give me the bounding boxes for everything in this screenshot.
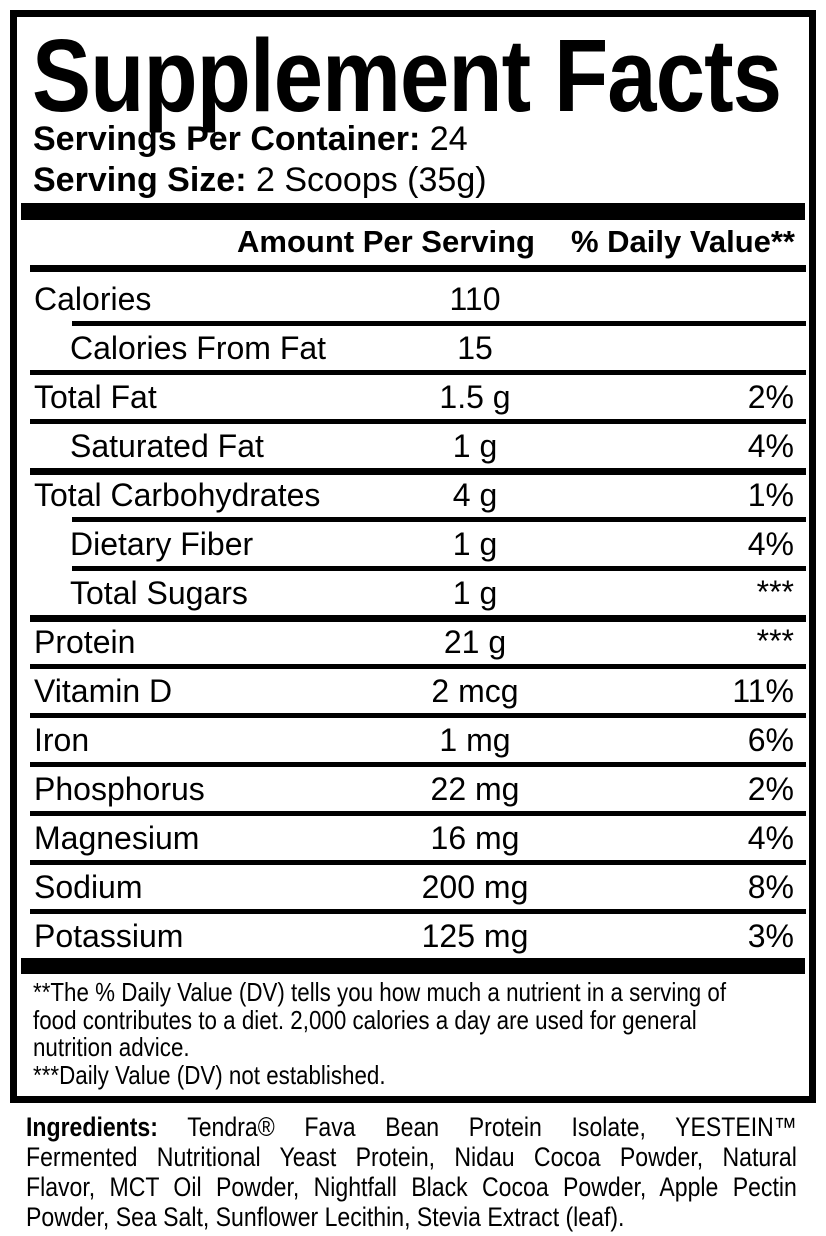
nutrient-name: Calories From Fat <box>70 329 327 366</box>
nutrient-row: Saturated Fat 1 g 4% <box>30 419 806 468</box>
nutrient-dv: *** <box>756 623 794 659</box>
serving-size-label: Serving Size: <box>33 161 247 199</box>
nutrient-amount: 1 mg <box>439 721 511 758</box>
nutrient-dv: 2% <box>747 770 794 807</box>
nutrient-amount: 1 g <box>452 574 498 611</box>
nutrient-dv: 3% <box>747 917 794 954</box>
nutrient-name: Vitamin D <box>34 672 173 709</box>
nutrient-row: Iron 1 mg 6% <box>30 713 806 762</box>
nutrient-dv: 11% <box>732 672 794 709</box>
nutrient-amount: 16 mg <box>430 819 520 856</box>
nutrient-row: Dietary Fiber 1 g 4% <box>30 517 806 566</box>
nutrient-amount: 110 <box>449 280 501 317</box>
header-rule <box>30 265 806 272</box>
nutrient-amount: 21 g <box>443 623 507 660</box>
footnote: **The % Daily Value (DV) tells you how m… <box>33 977 798 1090</box>
nutrient-name: Potassium <box>34 917 184 954</box>
nutrient-row: Total Fat 1.5 g 2% <box>30 370 806 419</box>
nutrient-dv: 8% <box>747 868 794 905</box>
ingredients-line: Flavor, MCT Oil Powder, Nightfall Black … <box>26 1172 797 1202</box>
nutrient-name: Phosphorus <box>34 770 205 807</box>
nutrient-dv: *** <box>756 574 794 610</box>
footnote-divider-bar <box>21 958 805 974</box>
nutrient-amount: 22 mg <box>430 770 520 807</box>
nutrient-name: Magnesium <box>34 819 200 856</box>
ingredients-line: Ingredients: Tendra® Fava Bean Protein I… <box>26 1112 797 1142</box>
serving-size-value: 2 Scoops (35g) <box>255 161 487 199</box>
nutrient-amount: 1 g <box>452 525 498 562</box>
nutrient-row: Magnesium 16 mg 4% <box>30 811 806 860</box>
facts-title: Supplement Facts <box>32 18 782 133</box>
nutrient-row: Total Carbohydrates 4 g 1% <box>30 468 806 517</box>
nutrient-name: Dietary Fiber <box>70 525 254 562</box>
footnote-line: ***Daily Value (DV) not established. <box>33 1059 386 1090</box>
nutrient-name: Sodium <box>34 868 143 905</box>
nutrient-name: Protein <box>34 623 136 660</box>
nutrient-dv: 1% <box>747 476 794 513</box>
nutrient-row: Protein 21 g *** <box>30 615 806 664</box>
nutrient-name: Saturated Fat <box>70 427 264 464</box>
ingredients-label: Ingredients: <box>26 1112 158 1142</box>
nutrient-amount: 15 <box>457 329 493 366</box>
ingredients-line: Fermented Nutritional Yeast Protein, Nid… <box>26 1142 797 1172</box>
nutrient-name: Total Carbohydrates <box>34 476 321 513</box>
nutrient-dv: 4% <box>747 427 794 464</box>
nutrient-row: Total Sugars 1 g *** <box>30 566 806 615</box>
nutrient-name: Total Fat <box>34 378 157 415</box>
ingredients-paragraph: Ingredients: Tendra® Fava Bean Protein I… <box>26 1112 797 1232</box>
amount-per-serving-header: Amount Per Serving <box>237 224 535 259</box>
nutrient-row: Vitamin D 2 mcg 11% <box>30 664 806 713</box>
nutrient-rows: Calories 110 Calories From Fat 15 Total … <box>30 272 806 958</box>
footnote-line: nutrition advice. <box>33 1032 190 1062</box>
nutrient-row: Sodium 200 mg 8% <box>30 860 806 909</box>
nutrient-amount: 1.5 g <box>439 378 511 415</box>
nutrient-row: Calories 110 <box>30 272 806 321</box>
servings-per-container: Servings Per Container: 24 <box>33 120 468 158</box>
nutrient-amount: 1 g <box>452 427 498 464</box>
serving-size: Serving Size: 2 Scoops (35g) <box>33 161 487 199</box>
nutrient-row: Calories From Fat 15 <box>30 321 806 370</box>
nutrient-dv: 4% <box>747 525 794 562</box>
column-headers: Amount Per Serving % Daily Value** <box>33 220 795 265</box>
nutrient-name: Calories <box>34 280 152 317</box>
nutrient-dv: 6% <box>747 721 794 758</box>
nutrient-dv: 4% <box>747 819 794 856</box>
footnote-line: food contributes to a diet. 2,000 calori… <box>33 1004 697 1035</box>
nutrient-dv: 2% <box>747 378 794 415</box>
daily-value-header: % Daily Value** <box>570 224 795 259</box>
ingredients-line: Powder, Sea Salt, Sunflower Lecithin, St… <box>26 1202 625 1232</box>
servings-per-container-label: Servings Per Container: <box>33 120 421 158</box>
nutrient-amount: 2 mcg <box>431 672 519 709</box>
nutrient-name: Iron <box>34 721 90 758</box>
nutrient-row: Potassium 125 mg 3% <box>30 909 806 958</box>
nutrient-amount: 4 g <box>452 476 498 513</box>
nutrient-amount: 125 mg <box>421 917 529 954</box>
footnote-line: **The % Daily Value (DV) tells you how m… <box>33 977 727 1007</box>
servings-per-container-value: 24 <box>429 120 468 158</box>
nutrient-row: Phosphorus 22 mg 2% <box>30 762 806 811</box>
header-divider-bar <box>21 203 805 220</box>
nutrient-name: Total Sugars <box>70 574 248 611</box>
supplement-facts-box: Supplement Facts Servings Per Container:… <box>10 10 816 1103</box>
nutrient-amount: 200 mg <box>421 868 529 905</box>
